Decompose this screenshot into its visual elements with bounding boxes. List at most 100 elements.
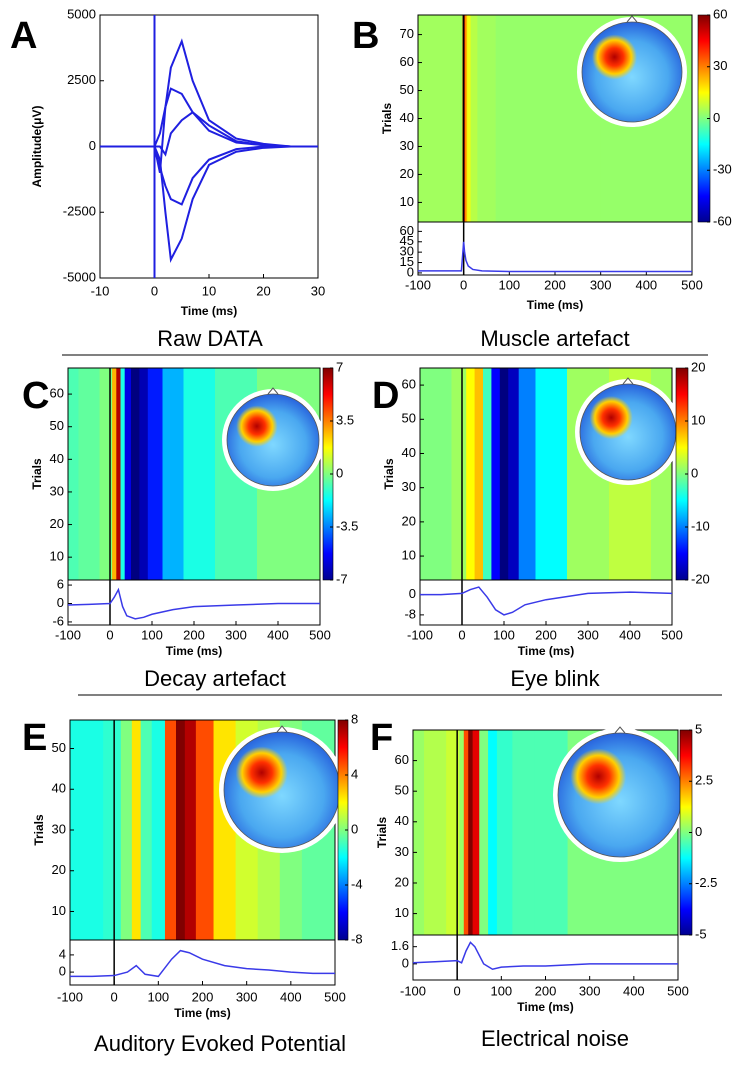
average-trace: [418, 241, 692, 273]
colorbar-tick-label: -20: [691, 571, 710, 586]
y-tick-label: 20: [395, 874, 409, 889]
head-nose: [626, 15, 638, 23]
heat-stripe: [512, 730, 535, 935]
y-axis-label: Trials: [375, 817, 389, 849]
panel-caption: Eye blink: [510, 666, 600, 691]
colorbar-tick-label: 2.5: [695, 773, 713, 788]
heat-stripe: [176, 720, 186, 940]
heat-stripe: [479, 730, 489, 935]
head-hotspot: [236, 405, 278, 447]
trace: [100, 145, 318, 206]
heat-stripe: [124, 368, 132, 580]
average-trace: [420, 586, 673, 616]
x-tick-label: 400: [623, 983, 645, 998]
trace: [100, 87, 318, 148]
heat-stripe: [140, 720, 153, 940]
y-tick-label: 30: [395, 844, 409, 859]
x-tick-label: 0: [458, 627, 465, 642]
heat-stripe: [488, 730, 498, 935]
y-axis-label: Trials: [380, 103, 394, 135]
heat-stripe: [81, 720, 104, 940]
y-tick-label: 30: [400, 138, 414, 153]
y-tick-label: 10: [400, 194, 414, 209]
heat-stripe: [474, 368, 484, 580]
panel-label: C: [22, 375, 49, 417]
heat-stripe: [508, 368, 520, 580]
x-tick-label: 300: [579, 983, 601, 998]
x-tick-label: 100: [498, 277, 520, 292]
x-tick-label: 300: [225, 627, 247, 642]
heat-stripe: [147, 368, 163, 580]
colorbar-tick-label: -3.5: [336, 518, 358, 533]
x-axis-label: Time (ms): [517, 1000, 573, 1014]
average-trace: [70, 949, 335, 978]
y-tick-label: 40: [395, 813, 409, 828]
x-tick-label: 100: [147, 989, 169, 1004]
colorbar-tick-label: 5: [695, 721, 702, 736]
trace-y-tick-label: 15: [400, 254, 414, 269]
x-tick-label: -10: [91, 283, 110, 298]
colorbar-tick-label: -5: [695, 926, 707, 941]
heat-stripe: [460, 15, 464, 222]
heat-stripe: [463, 730, 469, 935]
colorbar-tick-label: -7: [336, 571, 348, 586]
head-map: [226, 393, 320, 487]
x-tick-label: 200: [192, 989, 214, 1004]
trace: [100, 38, 318, 174]
heat-stripe: [451, 368, 467, 580]
y-tick-label: 50: [52, 740, 66, 755]
head-map: [557, 732, 683, 858]
colorbar-tick-label: -30: [713, 162, 732, 177]
heat-stripe: [131, 368, 140, 580]
colorbar-tick-label: -60: [713, 213, 732, 228]
head-nose: [622, 377, 634, 385]
heat-stripe: [464, 15, 466, 222]
x-tick-label: 20: [256, 283, 270, 298]
x-tick-label: 100: [141, 627, 163, 642]
trace: [100, 111, 318, 157]
head-hotspot: [592, 34, 637, 80]
colorbar-tick-label: 8: [351, 711, 358, 726]
panel-label: A: [10, 15, 37, 57]
trace-y-tick-label: -8: [404, 606, 416, 621]
panel-caption: Muscle artefact: [480, 326, 629, 351]
panel-caption: Raw DATA: [157, 326, 263, 351]
heat-stripe: [470, 15, 478, 222]
colorbar-tick-label: 20: [691, 359, 705, 374]
colorbar-tick-label: 0: [713, 110, 720, 125]
head-hotspot: [570, 748, 627, 805]
heat-stripe: [120, 368, 126, 580]
x-tick-label: 0: [111, 989, 118, 1004]
x-tick-label: 100: [493, 627, 515, 642]
y-tick-label: 10: [395, 905, 409, 920]
panel-label: D: [372, 375, 399, 417]
panel-label: B: [352, 15, 379, 57]
heat-stripe: [68, 368, 79, 580]
x-axis-label: Time (ms): [174, 1006, 230, 1020]
x-tick-label: 200: [544, 277, 566, 292]
x-tick-label: 500: [681, 277, 703, 292]
x-tick-label: 10: [202, 283, 216, 298]
trace-y-tick-label: 0: [409, 586, 416, 601]
x-axis-label: Time (ms): [166, 644, 222, 658]
colorbar-tick-label: 60: [713, 6, 727, 21]
heat-stripe: [499, 368, 509, 580]
trace: [100, 145, 318, 263]
heat-stripe: [131, 720, 142, 940]
x-tick-label: 30: [311, 283, 325, 298]
colorbar-tick-label: -10: [691, 518, 710, 533]
heat-stripe: [477, 15, 497, 222]
heat-stripe: [466, 368, 476, 580]
average-trace: [67, 587, 320, 620]
x-tick-label: 400: [619, 627, 641, 642]
head-hotspot: [235, 746, 288, 799]
x-tick-label: 500: [324, 989, 346, 1004]
head-nose: [267, 387, 279, 395]
trace-y-tick-label: 4: [59, 946, 66, 961]
trace-y-tick-label: 30: [400, 244, 414, 259]
y-tick-label: 10: [50, 549, 64, 564]
y-tick-label: 40: [50, 451, 64, 466]
heat-stripe: [496, 730, 513, 935]
y-tick-label: 20: [52, 862, 66, 877]
trace-y-tick-label: 6: [57, 577, 64, 592]
